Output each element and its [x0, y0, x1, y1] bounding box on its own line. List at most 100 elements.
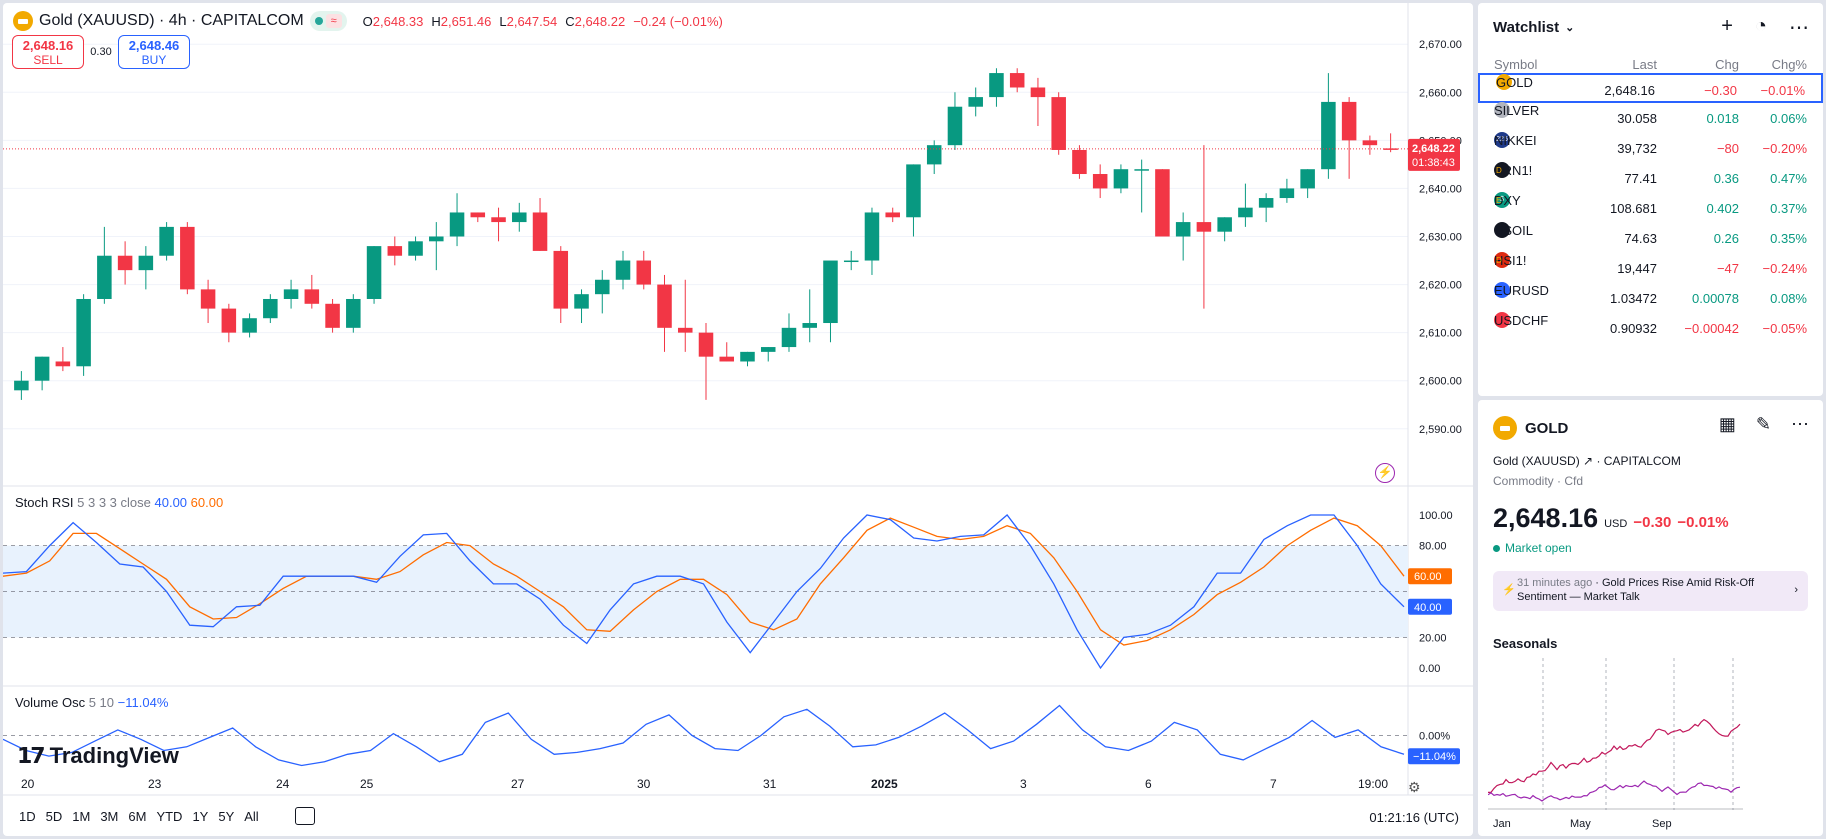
range-1d[interactable]: 1D [19, 809, 36, 824]
candle [1134, 159, 1149, 213]
range-3m[interactable]: 3M [100, 809, 119, 824]
watchlist-row-hsi1[interactable]: HSI1! D 19,447 −47 −0.24% [1494, 252, 1807, 276]
candle-body [698, 332, 714, 357]
buy-button[interactable]: 2,648.46 BUY [118, 35, 190, 69]
sell-button[interactable]: 2,648.16 SELL [12, 35, 84, 69]
watchlist-row-eurusd[interactable]: EURUSD 1.03472 0.00078 0.08% [1494, 282, 1807, 306]
more-icon[interactable]: ⋯ [1789, 17, 1809, 39]
candle-body [947, 106, 963, 146]
candle [1196, 145, 1212, 309]
external-link-icon[interactable]: ↗ [1583, 454, 1594, 468]
range-ytd[interactable]: YTD [156, 809, 183, 824]
col-chg-pct[interactable]: Chg% [1771, 57, 1807, 72]
col-chg[interactable]: Chg [1715, 57, 1739, 72]
tradingview-logo[interactable]: 𝟭𝟳 TradingView [17, 743, 179, 768]
stoch-d-line [3, 517, 1405, 646]
candle-body [1196, 222, 1212, 232]
chart-canvas[interactable]: 2,670.002,660.002,650.002,640.002,630.00… [3, 3, 1473, 836]
watchlist-title[interactable]: Watchlist ⌄ [1493, 19, 1575, 36]
candle-body [532, 212, 548, 251]
watchlist-row-dxy[interactable]: $ DXY E 108.681 0.402 0.37% [1494, 192, 1807, 216]
watchlist-row-brn1[interactable]: BRN1! D 77.41 0.36 0.47% [1494, 162, 1807, 186]
watchlist-last: 108.681 [1610, 201, 1657, 216]
candle [698, 323, 714, 400]
watchlist-chg: 0.018 [1706, 111, 1739, 126]
watchlist-row-usoil[interactable]: USOIL 74.63 0.26 0.35% [1494, 222, 1807, 246]
watchlist-chg: −0.00042 [1684, 321, 1739, 336]
lightning-icon[interactable]: ⚡ [1375, 463, 1395, 483]
watchlist-row-nikkei[interactable]: 225 NIKKEI 39,732 −80 −0.20% [1494, 132, 1807, 156]
seasonals-title[interactable]: Seasonals [1493, 636, 1558, 651]
seasonals-chart[interactable] [1488, 658, 1813, 818]
watchlist-row-gold[interactable]: GOLD 2,648.16 −0.30 −0.01% [1478, 73, 1823, 103]
candle [1072, 145, 1087, 179]
more-icon[interactable]: ⋯ [1791, 414, 1809, 434]
edit-note-icon[interactable]: ✎ [1755, 414, 1771, 434]
watchlist-row-silver[interactable]: SILVER 30.058 0.018 0.06% [1494, 102, 1807, 126]
gold-icon [1493, 416, 1517, 440]
time-tick: 20 [21, 777, 35, 791]
candle [512, 202, 527, 232]
settings-gear-icon[interactable]: ⚙ [1408, 779, 1421, 795]
range-5y[interactable]: 5Y [218, 809, 235, 824]
add-symbol-icon[interactable]: + [1721, 15, 1733, 37]
candle-body [325, 303, 340, 328]
news-banner[interactable]: ⚡ 31 minutes ago · Gold Prices Rise Amid… [1493, 571, 1808, 611]
stoch-k-line [3, 514, 1405, 670]
stoch-rsi-legend[interactable]: Stoch RSI 5 3 3 3 close 40.00 60.00 [15, 495, 224, 510]
details-name[interactable]: Gold (XAUUSD) ↗ · CAPITALCOM [1493, 454, 1681, 468]
watchlist-chg: 0.26 [1713, 231, 1739, 246]
symbol-title[interactable]: Gold (XAUUSD) · 4h · CAPITALCOM [39, 12, 304, 29]
candle [387, 236, 403, 266]
range-5d[interactable]: 5D [45, 809, 63, 824]
dollar-icon: $ [1494, 192, 1510, 208]
advanced-view-icon[interactable]: ◔ [1754, 15, 1767, 37]
candle [595, 270, 610, 314]
watchlist-last: 19,447 [1617, 261, 1657, 276]
date-range-icon[interactable] [295, 807, 315, 825]
range-all[interactable]: All [244, 809, 259, 824]
watchlist-chg-pct: 0.06% [1770, 111, 1807, 126]
watchlist-row-usdchf[interactable]: USDCHF 0.90932 −0.00042 −0.05% [1494, 312, 1807, 336]
utc-clock[interactable]: 01:21:16 (UTC) [1369, 810, 1459, 825]
price-tick: 2,590.00 [1419, 424, 1462, 436]
chevron-down-icon: ⌄ [1565, 22, 1575, 34]
candle [885, 207, 900, 223]
candle [532, 198, 548, 251]
candle-body [802, 323, 817, 328]
chart-panel[interactable]: 2,670.002,660.002,650.002,640.002,630.00… [3, 3, 1473, 836]
candle-body [1113, 169, 1129, 189]
ohlc-high: 2,651.46 [440, 13, 492, 29]
watchlist-chg: −47 [1716, 261, 1739, 276]
stoch-tick: 80.00 [1419, 541, 1447, 553]
range-1y[interactable]: 1Y [192, 809, 209, 824]
volume-osc-legend[interactable]: Volume Osc 5 10 −11.04% [15, 695, 169, 710]
watchlist-panel: Watchlist ⌄ + ◔ ⋯ Symbol Last Chg Chg% GO… [1478, 3, 1823, 396]
candle [760, 347, 776, 362]
month-label: Sep [1652, 818, 1672, 830]
candle [1113, 164, 1129, 194]
range-6m[interactable]: 6M [128, 809, 147, 824]
candle-body [864, 212, 880, 261]
lightning-icon: ⚡ [1502, 584, 1516, 596]
col-symbol[interactable]: Symbol [1494, 57, 1538, 72]
grid-view-icon[interactable]: ▦ [1718, 414, 1736, 434]
candle [1341, 97, 1357, 179]
oil-drop-icon [1494, 222, 1510, 238]
market-status-pill[interactable]: ≈ [309, 11, 347, 31]
candle [636, 250, 652, 290]
candle-body [429, 236, 444, 242]
time-tick: 31 [763, 777, 777, 791]
candle [947, 92, 963, 150]
details-header[interactable]: GOLD [1493, 416, 1568, 440]
range-1m[interactable]: 1M [72, 809, 91, 824]
watchlist-chg-pct: −0.05% [1762, 321, 1807, 336]
time-tick: 3 [1020, 777, 1027, 791]
watchlist-chg: −0.30 [1704, 83, 1737, 98]
watchlist-chg-pct: 0.35% [1770, 231, 1807, 246]
time-tick: 19:00 [1358, 777, 1388, 791]
col-last[interactable]: Last [1632, 57, 1657, 72]
candle [864, 207, 880, 275]
candle [657, 274, 672, 352]
watchlist-last: 74.63 [1624, 231, 1657, 246]
